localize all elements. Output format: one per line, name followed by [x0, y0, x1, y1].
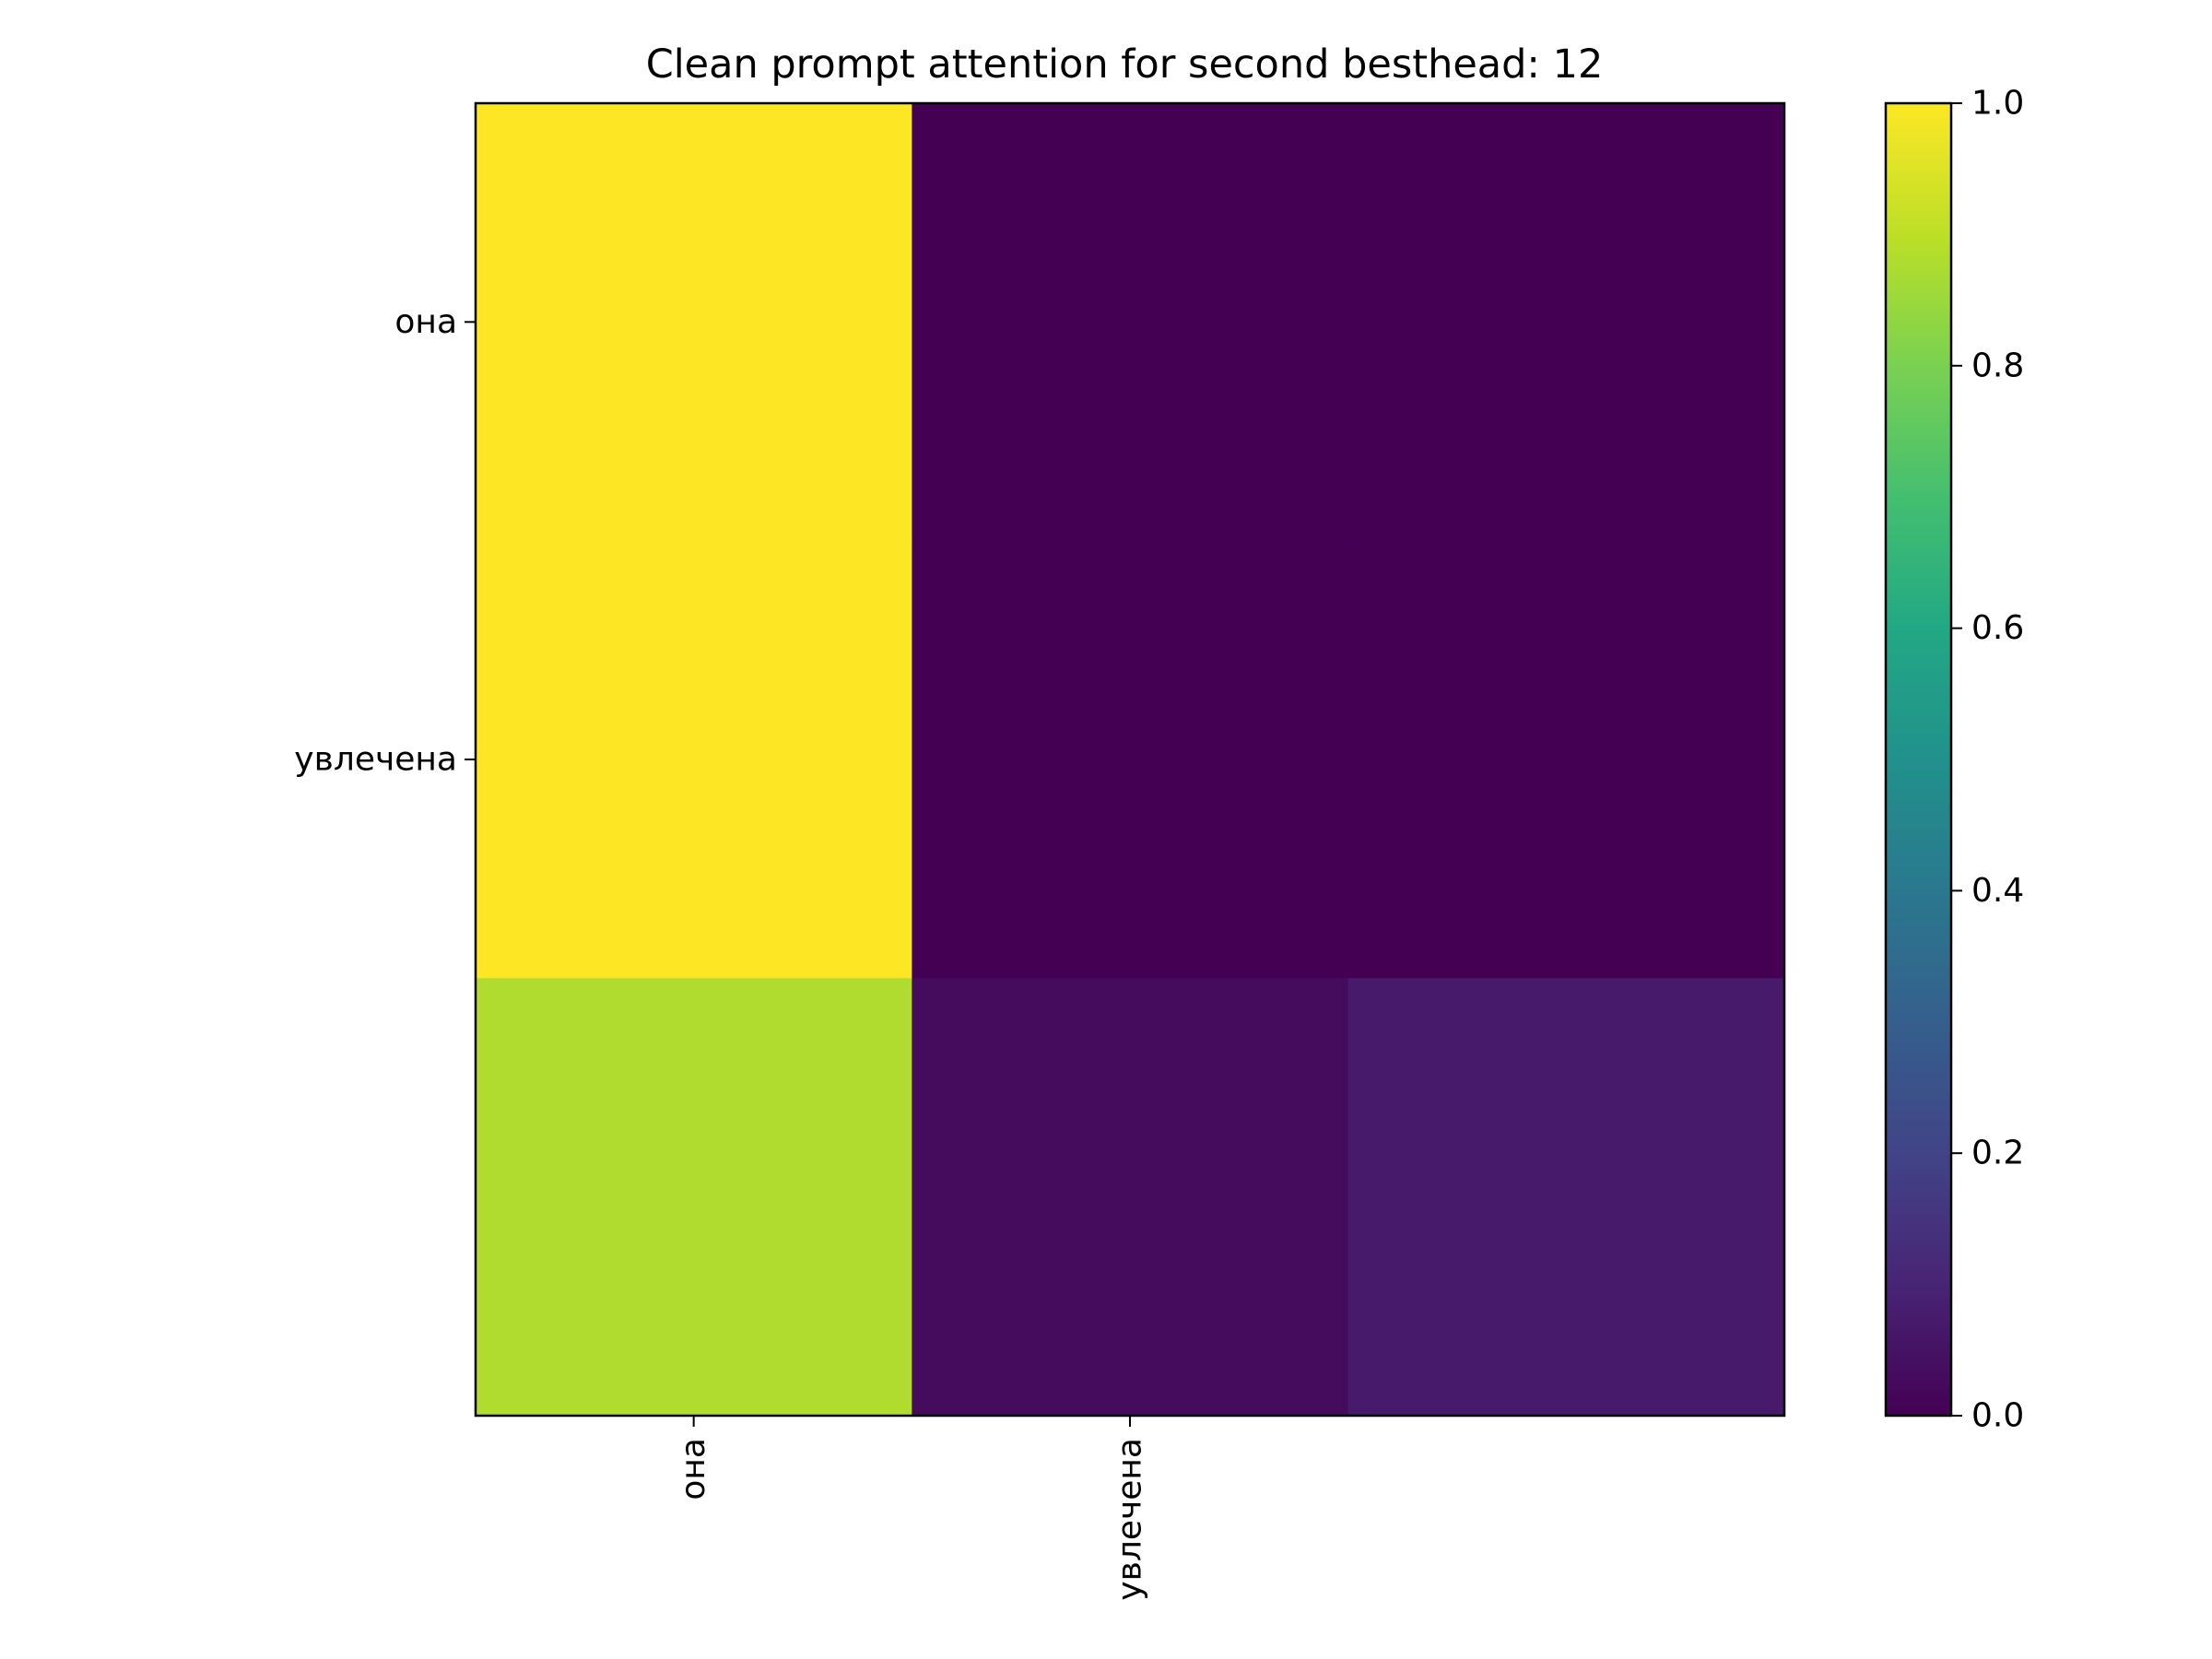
heatmap-cell: [1347, 103, 1785, 542]
colorbar-tick-label: 0.8: [1971, 347, 2024, 384]
heatmap-cell: [476, 978, 912, 1417]
colorbar-ticks: 0.0 0.2 0.4 0.6 0.8 1.0: [1951, 85, 2024, 1435]
y-tick-label: она: [394, 303, 457, 341]
heatmap-cell: [912, 103, 1349, 542]
colorbar-tick-label: 0.2: [1971, 1135, 2024, 1172]
colorbar-gradient: [1886, 103, 1951, 1416]
colorbar: 0.0 0.2 0.4 0.6 0.8 1.0: [1884, 85, 2024, 1435]
heatmap-cell: [476, 540, 912, 979]
colorbar-tick-label: 0.0: [1971, 1397, 2024, 1435]
heatmap-cell: [1347, 540, 1785, 979]
colorbar-tick-label: 1.0: [1971, 85, 2024, 123]
x-tick-label: она: [675, 1438, 712, 1500]
colorbar-tick-label: 0.6: [1971, 609, 2024, 647]
x-axis: она увлечена: [675, 1416, 1149, 1601]
colorbar-frame: [1884, 101, 1953, 1418]
y-axis: она увлечена: [294, 303, 476, 779]
heatmap-cell: [476, 103, 912, 542]
colorbar-tick-label: 0.4: [1971, 872, 2024, 910]
y-tick-label: увлечена: [294, 741, 457, 779]
heatmap-cells: [476, 103, 1785, 1417]
chart-title: Clean prompt attention for second besthe…: [646, 41, 1604, 88]
heatmap-cell: [912, 978, 1349, 1417]
x-tick-label: увлечена: [1112, 1438, 1149, 1601]
heatmap-cell: [1347, 978, 1785, 1417]
heatmap-cell: [912, 540, 1349, 979]
